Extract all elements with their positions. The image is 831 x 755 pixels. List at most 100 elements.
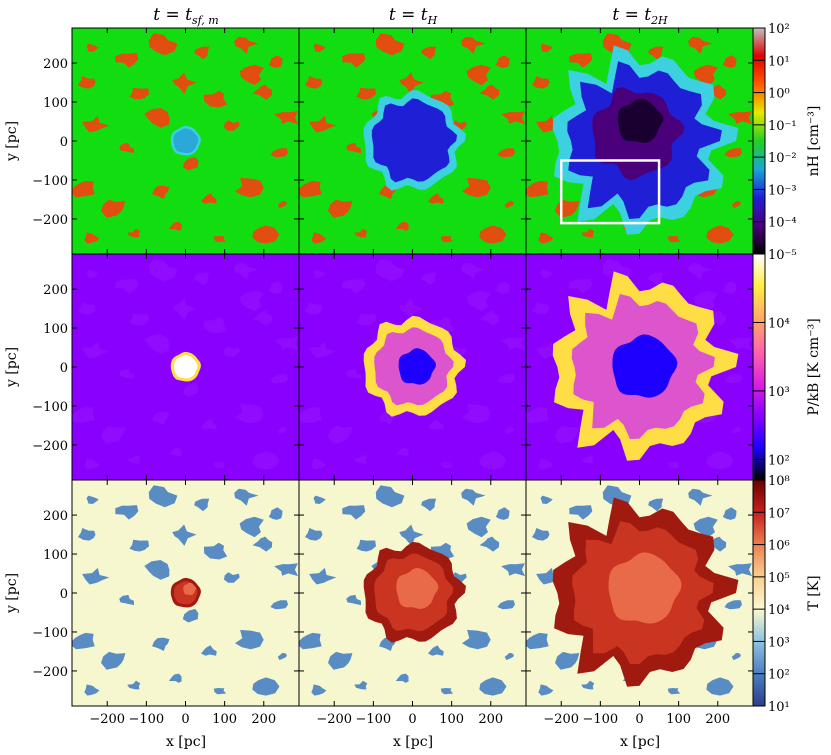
bubble-core bbox=[608, 552, 682, 624]
cloud-clump bbox=[194, 272, 210, 286]
cloud-clump bbox=[724, 374, 742, 384]
colorbar-temperature bbox=[752, 479, 766, 707]
cloud-clump bbox=[168, 221, 182, 231]
cloud-clump bbox=[428, 419, 444, 430]
cloud-clump bbox=[648, 498, 664, 512]
cloud-clump bbox=[581, 228, 595, 238]
cloud-clump bbox=[239, 516, 264, 538]
cloud-clump bbox=[466, 290, 491, 312]
cloud-clump bbox=[395, 221, 409, 231]
ylabel-row-2: y [pc] bbox=[4, 347, 20, 388]
cloud-clump bbox=[495, 55, 510, 68]
cloud-clump bbox=[309, 341, 337, 359]
cloud-clump bbox=[354, 680, 368, 690]
cloud-clump bbox=[182, 382, 199, 397]
cloud-clump bbox=[84, 684, 100, 696]
y-tick-label: −100 bbox=[32, 400, 68, 415]
cloud-clump bbox=[440, 688, 454, 695]
panel-grid bbox=[72, 28, 753, 706]
cloud-clump bbox=[667, 236, 681, 243]
cloud-clump bbox=[270, 148, 288, 158]
cloud-clump bbox=[299, 632, 322, 650]
bubble-core bbox=[398, 348, 436, 385]
y-tick-label: 100 bbox=[43, 548, 68, 563]
cloud-clump bbox=[203, 316, 228, 334]
cloud-clump bbox=[399, 524, 424, 546]
cloud-clump bbox=[581, 680, 595, 690]
cloud-clump bbox=[569, 279, 593, 294]
cloud-clump bbox=[479, 677, 507, 696]
cloud-clump bbox=[129, 313, 149, 326]
x-tick-label: −200 bbox=[89, 712, 125, 727]
cloud-clump bbox=[86, 269, 99, 278]
cloud-clump bbox=[203, 542, 228, 560]
cloud-clump bbox=[224, 120, 240, 131]
panel-pressure-1 bbox=[72, 254, 299, 480]
cloud-clump bbox=[328, 651, 353, 670]
cloud-clump bbox=[462, 177, 491, 198]
cloud-clump bbox=[428, 645, 444, 656]
cloud-clump bbox=[724, 148, 742, 158]
cloud-clump bbox=[72, 180, 95, 198]
cloud-clump bbox=[235, 629, 264, 650]
cloud-clump bbox=[299, 406, 322, 424]
cloud-clump bbox=[274, 111, 299, 125]
cbar-label-nH: nH [cm⁻³] bbox=[806, 106, 822, 177]
cloud-clump bbox=[555, 651, 580, 670]
cloud-clump bbox=[497, 148, 515, 158]
cloud-clump bbox=[479, 225, 507, 244]
y-tick-label: 100 bbox=[43, 322, 68, 337]
cloud-clump bbox=[277, 200, 287, 209]
cloud-clump bbox=[706, 225, 734, 244]
cloud-clump bbox=[119, 368, 134, 380]
cloud-clump bbox=[440, 236, 454, 243]
cloud-clump bbox=[201, 419, 217, 430]
cloud-clump bbox=[536, 115, 564, 133]
colorbar-tick-label: 10² bbox=[768, 453, 790, 468]
cloud-clump bbox=[536, 341, 564, 359]
cloud-clump bbox=[78, 302, 96, 315]
cloud-clump bbox=[706, 84, 727, 100]
y-tick-label: 200 bbox=[43, 57, 68, 72]
cloud-clump bbox=[213, 236, 227, 243]
cloud-clump bbox=[526, 406, 549, 424]
cloud-clump bbox=[538, 232, 554, 244]
cloud-clump bbox=[728, 563, 753, 577]
x-tick-label: −200 bbox=[543, 712, 579, 727]
cloud-clump bbox=[504, 652, 514, 661]
panel-pressure-2 bbox=[299, 254, 526, 480]
colorbar-tick-label: 10² bbox=[768, 668, 790, 683]
cloud-clump bbox=[540, 43, 553, 52]
cloud-clump bbox=[72, 632, 95, 650]
cloud-clump bbox=[504, 426, 514, 435]
cloud-clump bbox=[688, 488, 713, 506]
colorbar-tick-label: 10⁷ bbox=[768, 506, 790, 521]
cloud-clump bbox=[119, 594, 134, 606]
cloud-clump bbox=[693, 290, 718, 312]
cloud-clump bbox=[119, 142, 134, 154]
cloud-clump bbox=[268, 507, 283, 520]
cloud-clump bbox=[395, 447, 409, 457]
cloud-clump bbox=[540, 495, 553, 504]
colorbar-tick-label: 10³ bbox=[768, 385, 790, 400]
cloud-clump bbox=[569, 53, 593, 68]
ylabel-row-1: y [pc] bbox=[4, 121, 20, 162]
cloud-clump bbox=[461, 262, 486, 280]
cloud-clump bbox=[706, 310, 727, 326]
bubble-interior bbox=[371, 98, 458, 183]
cloud-clump bbox=[252, 536, 273, 552]
cloud-clump bbox=[706, 536, 727, 552]
x-tick-label: 0 bbox=[408, 712, 416, 727]
cloud-clump bbox=[722, 55, 737, 68]
panel-density-3 bbox=[526, 28, 753, 254]
cloud-clump bbox=[234, 262, 259, 280]
xlabel-col-1: x [pc] bbox=[166, 734, 206, 750]
colorbar-tick-label: 10⁴ bbox=[768, 603, 790, 618]
cloud-clump bbox=[252, 310, 273, 326]
cloud-clump bbox=[555, 425, 580, 444]
cloud-clump bbox=[346, 142, 361, 154]
cloud-clump bbox=[311, 232, 327, 244]
colorbar-pressure bbox=[752, 253, 766, 481]
colorbar-tick-label: 10³ bbox=[768, 635, 790, 650]
inset-box bbox=[559, 159, 661, 225]
